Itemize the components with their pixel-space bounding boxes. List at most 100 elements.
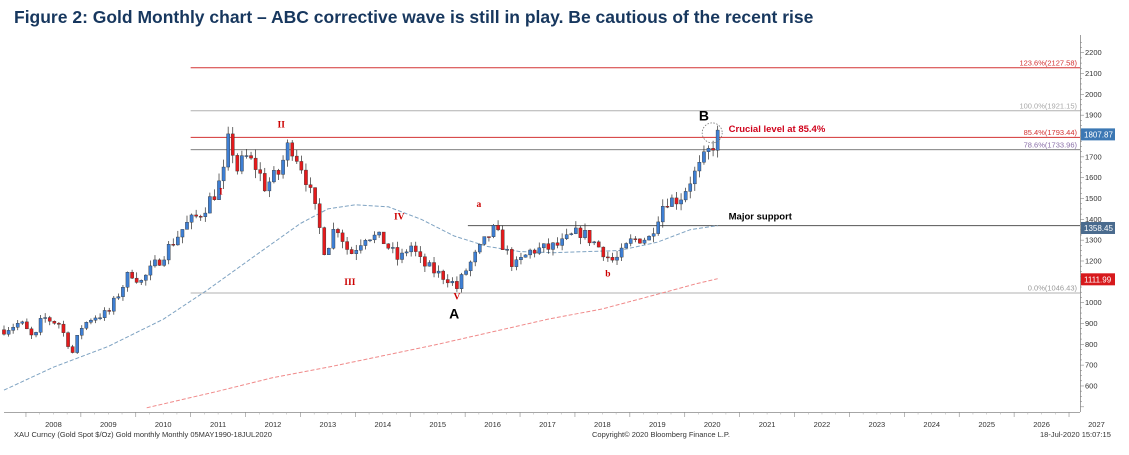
price-tag-1111.99: 1111.99 (1084, 275, 1112, 284)
candle (221, 159, 226, 190)
candle-body (487, 236, 491, 238)
candle (542, 243, 546, 253)
y-tick-label-800: 800 (1085, 340, 1098, 349)
candle (130, 269, 134, 280)
x-tick-label-2025: 2025 (978, 420, 995, 429)
candle (450, 277, 455, 286)
candle (304, 163, 308, 192)
candle-body (240, 155, 244, 172)
candle (47, 315, 52, 326)
candle-body (660, 206, 665, 223)
candle (477, 243, 482, 255)
candle-body (519, 257, 523, 261)
candle (212, 189, 217, 201)
y-tick-label-1400: 1400 (1085, 215, 1102, 224)
candle-body (642, 239, 647, 244)
candle (683, 187, 688, 203)
candle-body (647, 235, 651, 241)
candle-body (432, 262, 436, 274)
candle (308, 177, 313, 194)
candle-body (606, 256, 610, 259)
candle (391, 242, 395, 254)
candle-body (400, 252, 404, 260)
fib-label-4: 0.0%(1046.43) (1028, 283, 1078, 292)
candle-body (93, 317, 98, 321)
candle (363, 238, 368, 250)
candle-body (89, 319, 93, 323)
x-tick-label-2017: 2017 (539, 420, 556, 429)
candle-body (340, 232, 345, 242)
candle-body (436, 270, 441, 274)
candle-body (404, 251, 409, 254)
candle (102, 307, 107, 321)
fib-label-2: 85.4%(1793.44) (1024, 128, 1078, 137)
candle-body (413, 245, 418, 252)
candle (377, 231, 381, 238)
candle (294, 149, 299, 164)
candle-body (619, 247, 624, 258)
candle-body (61, 323, 66, 333)
moving-average-long-line (146, 278, 718, 409)
candle-body (230, 133, 235, 156)
candle-body (477, 244, 482, 253)
y-tick-label-900: 900 (1085, 319, 1098, 328)
candle-body (395, 247, 400, 260)
candle (496, 220, 500, 232)
x-tick-label-2012: 2012 (265, 420, 282, 429)
x-tick-label-2020: 2020 (704, 420, 721, 429)
annotation-4: V (453, 293, 460, 303)
candle (413, 241, 418, 257)
candle (569, 232, 574, 236)
price-tag-1807.87: 1807.87 (1084, 130, 1113, 139)
candle (633, 236, 638, 243)
candle (368, 239, 372, 243)
candle (468, 260, 473, 277)
candle (601, 246, 606, 261)
candle-body (514, 259, 519, 267)
candle-body (560, 238, 564, 246)
candle (121, 285, 125, 301)
candle-body (542, 243, 546, 249)
candle-body (445, 279, 450, 284)
candle-body (125, 271, 130, 288)
candle-body (569, 233, 574, 235)
candle-body (29, 328, 34, 336)
candle (473, 249, 478, 267)
candle (615, 251, 619, 265)
candle (505, 245, 510, 255)
candle (624, 242, 628, 249)
candle (340, 229, 345, 249)
x-tick-label-2011: 2011 (210, 420, 226, 429)
candle (180, 229, 185, 244)
candle-body (537, 247, 542, 254)
candle (61, 320, 66, 337)
candle (436, 265, 441, 278)
candle (89, 318, 93, 325)
candle (551, 242, 555, 256)
candle (706, 145, 711, 160)
candle-body (281, 159, 285, 175)
candle (134, 272, 139, 284)
candle (57, 321, 61, 329)
candle-body (706, 148, 711, 152)
candle (537, 242, 542, 255)
candle (166, 241, 171, 265)
candle (79, 325, 84, 340)
candle-body (148, 265, 153, 276)
candle-body (574, 227, 578, 234)
candle-body (139, 280, 144, 283)
x-tick-label-2024: 2024 (923, 420, 940, 429)
candle (345, 237, 349, 255)
candle (427, 260, 432, 267)
candle-body (198, 216, 203, 218)
candle-body (217, 180, 221, 200)
candle (638, 238, 642, 244)
annotation-0: I (219, 187, 223, 197)
candle (372, 231, 377, 244)
candle (381, 231, 386, 245)
candle (11, 323, 15, 334)
candle-body (455, 281, 459, 289)
candle-body (203, 212, 208, 217)
candle (651, 227, 656, 243)
